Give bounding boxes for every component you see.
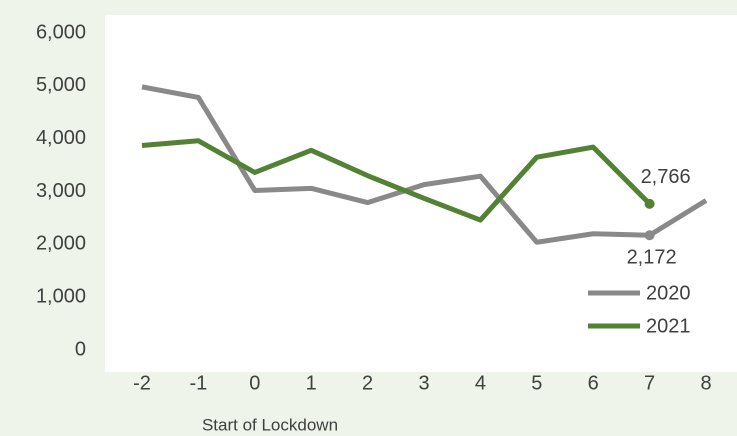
x-tick-label: 7 [644,372,655,394]
x-tick-label: 4 [475,372,486,394]
data-label: 2,172 [627,247,677,269]
y-tick-label: 3,000 [36,180,86,202]
x-tick-label: 8 [700,372,711,394]
data-label: 2,766 [641,166,691,188]
x-tick-label: 1 [306,372,317,394]
y-tick-label: 5,000 [36,74,86,96]
y-tick-label: 0 [75,338,86,360]
y-tick-label: 4,000 [36,127,86,149]
x-tick-label: 6 [588,372,599,394]
plot-area [105,15,737,372]
point-marker [644,230,655,241]
x-tick-label: 0 [249,372,260,394]
legend-label: 2021 [646,315,691,337]
point-marker [644,198,655,209]
series-line [141,138,652,223]
x-tick-label: 5 [531,372,542,394]
legend-label: 2020 [646,282,691,304]
x-tick-label: 3 [418,372,429,394]
x-tick-label: -1 [190,372,208,394]
y-tick-label: 1,000 [36,285,86,307]
y-tick-label: 2,000 [36,233,86,255]
x-tick-label: 2 [362,372,373,394]
x-axis-label: Start of Lockdown [202,415,338,434]
x-tick-label: -2 [133,372,151,394]
y-tick-label: 6,000 [36,21,86,43]
